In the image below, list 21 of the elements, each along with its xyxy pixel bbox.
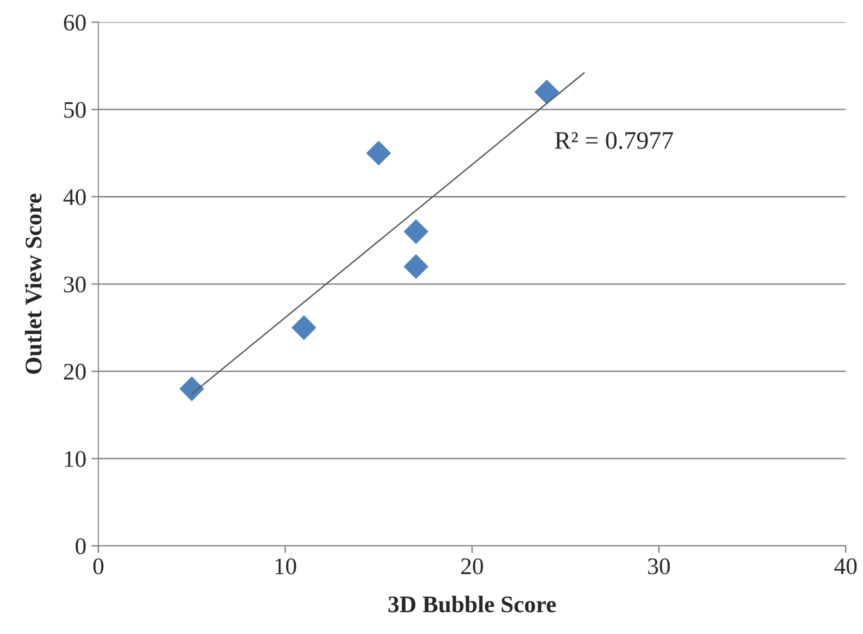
point — [179, 376, 204, 402]
x-axis-title: 3D Bubble Score — [388, 596, 556, 612]
point — [404, 254, 428, 279]
point — [404, 219, 428, 244]
y-tick-label: 60 — [64, 14, 86, 31]
y-tick-label: 40 — [63, 189, 86, 206]
annotation: R² = 0.7977 — [554, 132, 674, 150]
y-tick-label: 20 — [64, 364, 86, 380]
y-tick-label: 10 — [65, 451, 86, 468]
y-tick-label: 30 — [64, 276, 86, 292]
x-tick-label: 20 — [461, 558, 483, 574]
point — [291, 315, 316, 340]
x-tick-label: 40 — [834, 558, 857, 574]
point — [366, 140, 392, 166]
y-tick-label: 0 — [76, 538, 86, 554]
point — [534, 80, 560, 104]
x-tick-label: 10 — [275, 558, 296, 574]
x-tick-label: 0 — [93, 558, 104, 574]
y-tick-label: 50 — [64, 102, 86, 118]
y-axis-title: Outlet View Score — [24, 194, 42, 374]
x-tick-label: 30 — [648, 558, 670, 574]
